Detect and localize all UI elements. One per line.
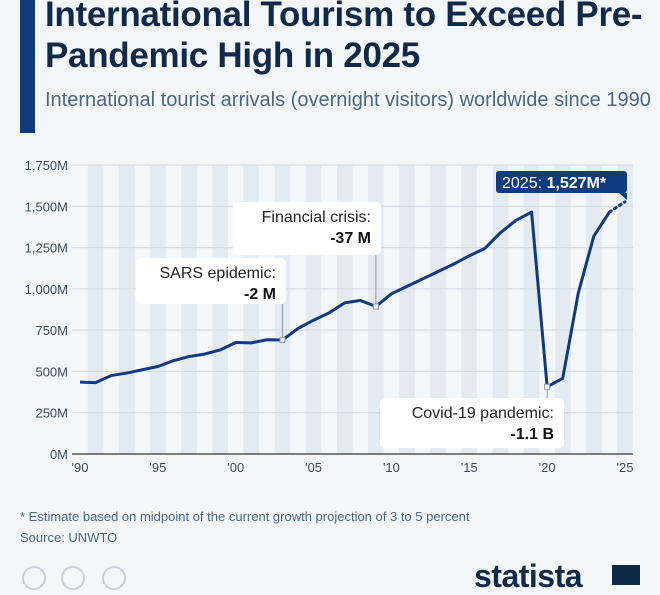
equals-icon[interactable] (102, 566, 126, 590)
annotation-label: SARS epidemic: (160, 265, 277, 282)
annotation-label: Financial crisis: (262, 209, 371, 226)
y-tick-label: 500M (35, 364, 68, 379)
footnote: * Estimate based on midpoint of the curr… (20, 509, 469, 524)
year-stripe (212, 165, 228, 454)
x-tick-label: '25 (617, 460, 634, 475)
year-stripe (150, 165, 166, 454)
annotation-marker (280, 338, 285, 343)
annotation-value: -2 M (244, 286, 276, 303)
source: Source: UNWTO (20, 530, 117, 545)
y-tick-label: 1,750M (25, 158, 68, 173)
annotation-marker (373, 304, 378, 309)
y-tick-label: 1,000M (25, 282, 68, 297)
annotation-value: -1.1 B (510, 426, 554, 443)
highlight-label: 2025: 1,527M* (502, 175, 607, 192)
info-icon[interactable] (61, 566, 85, 590)
year-stripe (119, 165, 135, 454)
year-stripe (181, 165, 197, 454)
year-stripe (617, 165, 633, 454)
y-tick-label: 1,500M (25, 199, 68, 214)
x-tick-label: '90 (72, 460, 89, 475)
year-stripe (586, 165, 602, 454)
x-tick-label: '15 (461, 460, 478, 475)
annotation-label: Covid-19 pandemic: (412, 405, 554, 422)
x-tick-label: '10 (383, 460, 400, 475)
x-tick-label: '05 (305, 460, 322, 475)
y-tick-label: 0M (50, 447, 68, 462)
statista-logo-mark (612, 565, 640, 585)
highlight-value: 1,527M* (546, 175, 606, 192)
annotation-marker (545, 384, 550, 389)
year-stripe (88, 165, 104, 454)
creative-commons-icon[interactable] (22, 566, 46, 590)
line-chart: 0M 250M 500M 750M 1,000M 1,250M 1,500M 1,750M '9… (0, 0, 660, 577)
highlight-year: 2025: (502, 175, 546, 192)
y-tick-label: 1,250M (25, 241, 68, 256)
y-tick-label: 750M (35, 323, 68, 338)
annotation-value: -37 M (330, 230, 371, 247)
x-tick-label: '00 (227, 460, 244, 475)
x-tick-label: '20 (539, 460, 556, 475)
y-tick-label: 250M (35, 406, 68, 421)
x-tick-label: '95 (149, 460, 166, 475)
